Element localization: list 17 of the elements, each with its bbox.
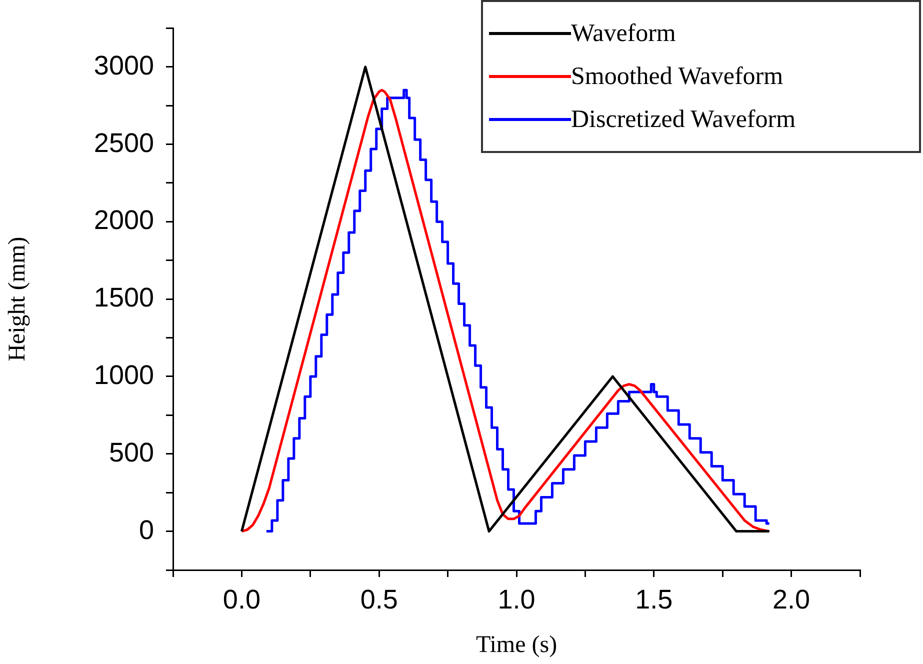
y-tick-label: 500 bbox=[108, 437, 154, 468]
y-tick-label: 2500 bbox=[94, 128, 154, 158]
x-tick-label: 2.0 bbox=[772, 584, 810, 615]
legend-label: Smoothed Waveform bbox=[571, 62, 784, 90]
x-tick-label: 0.0 bbox=[222, 584, 260, 615]
legend-label: Waveform bbox=[571, 20, 676, 48]
x-tick-label: 1.0 bbox=[498, 584, 536, 615]
y-axis-title: Height (mm) bbox=[4, 236, 31, 362]
y-tick-label: 3000 bbox=[94, 50, 154, 80]
y-tick-label: 1500 bbox=[94, 282, 154, 313]
y-tick-label: 2000 bbox=[94, 205, 154, 236]
x-axis-title: Time (s) bbox=[476, 632, 558, 658]
x-tick-label: 0.5 bbox=[360, 584, 398, 615]
legend-label: Discretized Waveform bbox=[571, 106, 796, 134]
x-tick-label: 1.5 bbox=[635, 584, 673, 615]
y-tick-label: 1000 bbox=[94, 360, 154, 390]
y-tick-label: 0 bbox=[138, 514, 154, 545]
